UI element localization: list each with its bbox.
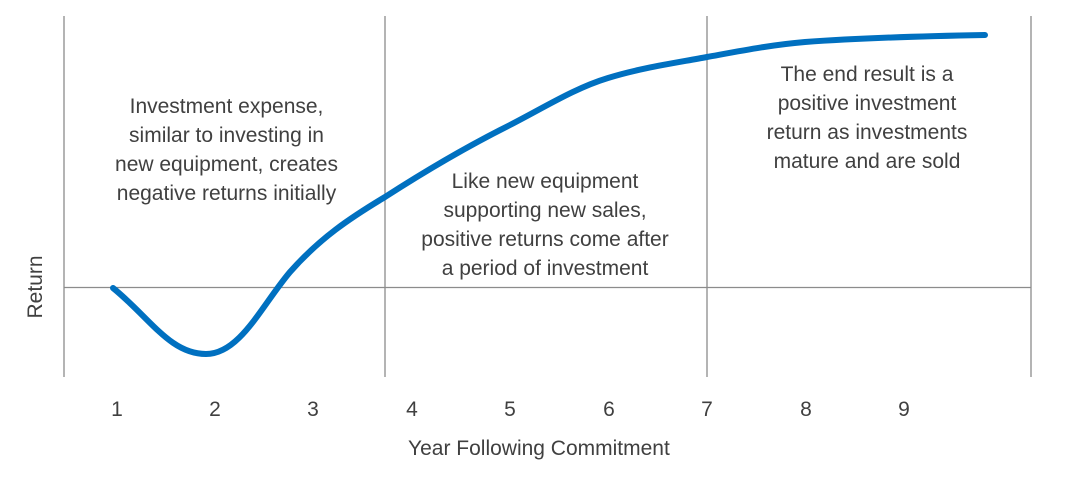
x-tick: 6 — [603, 398, 615, 421]
annotation-middle-line: Like new equipment — [451, 170, 639, 193]
x-tick: 2 — [209, 398, 221, 421]
x-tick: 7 — [701, 398, 713, 421]
annotation-right-line: The end result is a — [780, 63, 954, 86]
x-tick: 3 — [307, 398, 319, 421]
annotation-left-line: Investment expense, — [129, 95, 324, 118]
annotation-middle-line: a period of investment — [441, 257, 649, 280]
annotation-left-line: negative returns initially — [116, 182, 337, 205]
annotation-right: The end result is a positive investment … — [722, 60, 1012, 176]
y-axis-label: Return — [24, 255, 47, 319]
annotation-middle-line: positive returns come after — [421, 228, 669, 251]
x-tick: 1 — [111, 398, 123, 421]
x-tick: 9 — [898, 398, 910, 421]
return-curve — [110, 32, 988, 357]
annotation-left-line: similar to investing in — [129, 124, 324, 147]
x-axis-label: Year Following Commitment — [408, 437, 670, 460]
annotation-middle: Like new equipment supporting new sales,… — [390, 167, 700, 283]
x-tick: 8 — [800, 398, 812, 421]
annotation-right-line: mature and are sold — [773, 150, 961, 173]
annotation-right-line: return as investments — [766, 121, 968, 144]
annotation-left-line: new equipment, creates — [115, 153, 338, 176]
annotation-right-line: positive investment — [777, 92, 957, 115]
annotation-middle-line: supporting new sales, — [443, 199, 647, 222]
x-tick: 5 — [504, 398, 516, 421]
annotation-left: Investment expense, similar to investing… — [84, 92, 369, 208]
grid-lines — [63, 16, 1032, 377]
x-tick: 4 — [406, 398, 418, 421]
